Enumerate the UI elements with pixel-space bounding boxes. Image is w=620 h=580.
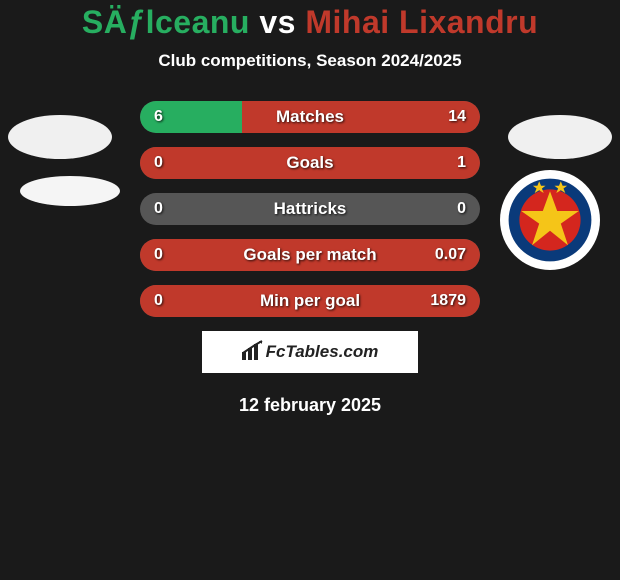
stat-value-right: 1879	[430, 292, 466, 310]
stat-row: 0Goals per match0.07	[140, 239, 480, 271]
stat-value-right: 0.07	[435, 246, 466, 264]
stat-value-right: 14	[448, 108, 466, 126]
stat-value-right: 1	[457, 154, 466, 172]
player1-name: SÄƒlceanu	[82, 4, 250, 40]
stat-label: Hattricks	[140, 199, 480, 219]
brand-text: FcTables.com	[266, 342, 379, 362]
brand-chart-icon	[242, 340, 264, 365]
player2-name: Mihai Lixandru	[305, 4, 538, 40]
brand-box: FcTables.com	[202, 331, 418, 373]
page-title: SÄƒlceanu vs Mihai Lixandru	[0, 4, 620, 41]
stat-row: 6Matches14	[140, 101, 480, 133]
stat-label: Min per goal	[140, 291, 480, 311]
date-text: 12 february 2025	[0, 395, 620, 416]
stat-label: Goals	[140, 153, 480, 173]
stat-row: 0Goals1	[140, 147, 480, 179]
stat-label: Goals per match	[140, 245, 480, 265]
stat-row: 0Hattricks0	[140, 193, 480, 225]
vs-text: vs	[259, 4, 305, 40]
stat-row: 0Min per goal1879	[140, 285, 480, 317]
stats-table: 6Matches140Goals10Hattricks00Goals per m…	[0, 101, 620, 317]
stat-label: Matches	[140, 107, 480, 127]
stat-value-right: 0	[457, 200, 466, 218]
infographic-container: SÄƒlceanu vs Mihai Lixandru Club competi…	[0, 0, 620, 416]
subtitle: Club competitions, Season 2024/2025	[0, 51, 620, 71]
